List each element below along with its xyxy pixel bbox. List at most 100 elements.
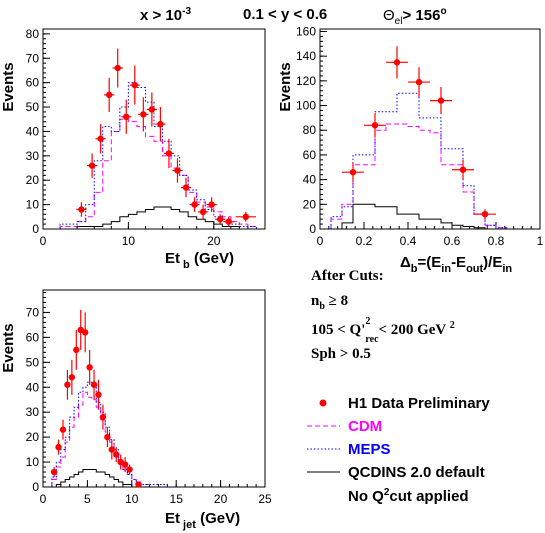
data-point (97, 135, 104, 142)
legend-data-marker (319, 399, 327, 407)
y-tick-label: 40 (26, 380, 40, 394)
x-axis-label: Δb=(Ein-Eout)/Ein (400, 254, 512, 275)
y-tick-label: 160 (296, 24, 316, 38)
x-tick-label: 25 (258, 492, 272, 506)
y-tick-label: 140 (296, 49, 316, 63)
cuts-nb-main: n (311, 293, 320, 309)
cuts-q2-unit-sup: 2 (449, 320, 455, 331)
x-axis-label-unit: (GeV) (196, 510, 240, 527)
data-point (225, 218, 232, 225)
x-axis-label-sub: jet (180, 519, 196, 531)
plot-frame (42, 28, 266, 230)
y-tick-label: 40 (303, 173, 317, 187)
meps-histogram (51, 381, 168, 487)
data-point (90, 381, 98, 388)
cuts-q2-pre: 105 < Q' (311, 322, 366, 338)
header-theta-cut: Θel> 156o (383, 6, 447, 27)
legend-noq2-pre: No Q (348, 488, 384, 505)
cuts-q2-sub: rec (365, 334, 379, 345)
y-tick-label: 0 (309, 222, 316, 236)
meps-histogram (330, 92, 508, 229)
qcdins-histogram (51, 469, 168, 488)
meps-histogram (59, 82, 257, 229)
y-tick-label: 60 (26, 76, 40, 90)
legend-noq2-label: No Q2cut applied (348, 487, 469, 505)
x-axis-label-part: -E (451, 254, 466, 271)
data-point (126, 466, 133, 473)
data-point (157, 120, 164, 128)
cuts-title: After Cuts: (311, 268, 384, 284)
data-point (131, 81, 138, 89)
y-tick-label: 30 (26, 405, 40, 419)
cdm-histogram (330, 123, 508, 229)
data-point (86, 364, 93, 371)
x-tick-label: 0.2 (356, 234, 373, 248)
x-axis-label-main: Et (165, 250, 180, 267)
cuts-q2-post: < 200 GeV (378, 322, 446, 338)
x-axis-label-main: Et (165, 510, 180, 527)
plot-frame (319, 28, 541, 230)
header-theta-value: > 156 (402, 7, 441, 24)
data-point (148, 106, 156, 113)
panel-deltab-histogram: 0 20 40 60 80 100 120 140 160 0 0.2 0.4 0.6 0.8 1 Event… (277, 24, 544, 275)
cuts-nb: nb ≥ 8 (311, 293, 348, 312)
y-tick-label: 0 (32, 222, 39, 236)
x-axis-label-part: b (411, 263, 418, 275)
y-tick-label: 80 (303, 123, 317, 137)
y-tick-label: 120 (296, 74, 316, 88)
data-point (108, 446, 116, 453)
data-point (415, 78, 423, 86)
data-point (114, 64, 121, 72)
data-point (191, 201, 198, 208)
x-tick-label: 0 (40, 492, 47, 506)
y-tick-label: 40 (26, 124, 40, 138)
data-point (55, 443, 62, 451)
x-axis-label-part: in (502, 263, 512, 275)
header-x-cut-exp: -3 (182, 6, 192, 17)
x-tick-label: 20 (214, 492, 228, 506)
data-point (68, 374, 76, 381)
data-point (59, 426, 67, 433)
legend-noq2-sup: 2 (383, 487, 390, 498)
header-theta-symbol: Θ (383, 7, 395, 24)
y-tick-label: 50 (26, 355, 40, 369)
x-tick-label: 0 (40, 234, 47, 248)
legend-markers (307, 399, 340, 473)
data-point (174, 167, 181, 174)
x-axis-label-part: =(E (418, 254, 442, 271)
x-tick-label: 1 (537, 234, 544, 248)
y-axis-label: Events (0, 323, 17, 372)
y-tick-label: 20 (26, 173, 40, 187)
y-tick-label: 10 (26, 198, 40, 212)
data-point (199, 208, 207, 216)
plot-frame (42, 289, 266, 488)
y-tick-label: 80 (26, 27, 40, 41)
cuts-nb-sub: b (319, 301, 325, 312)
data-point (182, 184, 190, 191)
header-x-cut: x > 10-3 (140, 6, 191, 24)
data-point (123, 113, 130, 121)
x-axis-label-part: out (466, 263, 483, 275)
cdm-histogram (59, 118, 257, 229)
y-axis-label: Events (0, 62, 17, 111)
data-point (78, 206, 85, 213)
x-tick-label: 15 (170, 492, 184, 506)
data-point (99, 413, 107, 421)
data-point (349, 169, 357, 176)
x-tick-label: 5 (84, 492, 91, 506)
data-point (88, 162, 96, 169)
x-axis-label-part: Δ (400, 254, 411, 271)
x-tick-label: 10 (122, 234, 136, 248)
x-tick-label: 0.4 (400, 234, 417, 248)
cuts-nb-rest: ≥ 8 (324, 293, 349, 309)
x-axis-label-sub: b (180, 259, 190, 271)
data-point (104, 433, 111, 441)
x-axis-label-part: )/E (483, 254, 502, 271)
header-x-cut-text: x > 10 (140, 7, 183, 24)
data-point (371, 122, 379, 129)
data-point (135, 481, 142, 488)
legend-data-label: H1 Data Preliminary (348, 395, 490, 412)
data-point (459, 166, 467, 173)
data-point (121, 461, 129, 468)
